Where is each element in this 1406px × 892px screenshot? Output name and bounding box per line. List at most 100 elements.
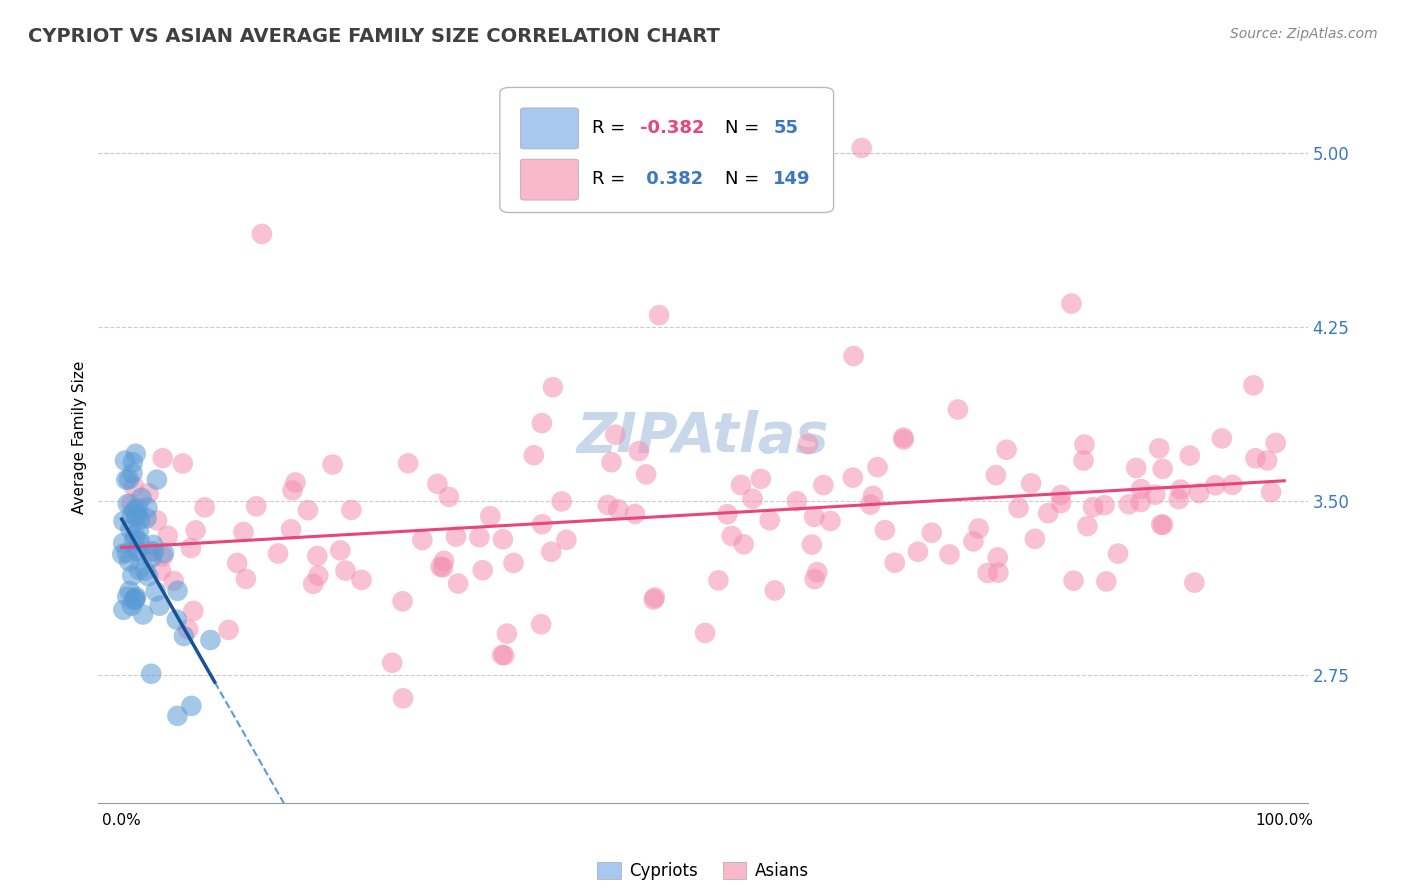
Point: [132, 607, 155, 622]
Point: [741, 491, 763, 506]
Point: [1073, 437, 1095, 451]
Point: [1118, 497, 1140, 511]
Point: [115, 473, 138, 487]
Point: [803, 509, 825, 524]
Point: [541, 380, 564, 394]
Text: ZIPAtlas: ZIPAtlas: [576, 410, 830, 464]
Point: [392, 691, 415, 706]
Text: R =: R =: [592, 119, 631, 136]
Point: [136, 500, 159, 515]
Point: [131, 491, 153, 505]
Point: [492, 533, 515, 547]
Point: [124, 529, 146, 543]
Point: [1050, 488, 1073, 502]
Point: [429, 559, 451, 574]
Point: [120, 522, 142, 536]
Point: [148, 599, 170, 613]
Point: [218, 623, 240, 637]
Point: [183, 604, 205, 618]
Point: [800, 537, 823, 551]
Point: [1050, 496, 1073, 510]
Point: [396, 456, 419, 470]
Point: [531, 517, 554, 532]
Point: [444, 530, 467, 544]
Point: [813, 478, 835, 492]
Point: [141, 550, 163, 565]
Point: [350, 573, 373, 587]
Point: [180, 698, 202, 713]
Point: [284, 475, 307, 490]
Text: 55: 55: [773, 119, 799, 136]
Point: [720, 529, 742, 543]
Point: [121, 466, 143, 480]
Point: [146, 473, 169, 487]
Point: [166, 709, 188, 723]
Text: -0.382: -0.382: [640, 119, 704, 136]
Point: [1167, 492, 1189, 507]
Text: R =: R =: [592, 169, 631, 188]
Point: [122, 593, 145, 607]
Point: [859, 498, 882, 512]
Point: [112, 603, 135, 617]
Point: [995, 442, 1018, 457]
Point: [862, 489, 884, 503]
Point: [307, 568, 329, 582]
Point: [984, 468, 1007, 483]
Point: [873, 523, 896, 537]
Point: [496, 626, 519, 640]
Point: [530, 416, 553, 430]
Point: [433, 554, 456, 568]
Point: [194, 500, 217, 515]
Point: [177, 623, 200, 637]
Point: [1178, 449, 1201, 463]
Point: [605, 427, 627, 442]
Point: [1243, 378, 1265, 392]
Point: [607, 502, 630, 516]
Point: [122, 479, 145, 493]
Point: [1244, 451, 1267, 466]
Point: [1019, 476, 1042, 491]
Point: [962, 534, 984, 549]
Point: [1147, 442, 1170, 456]
Point: [987, 566, 1010, 580]
Point: [127, 509, 149, 524]
Point: [125, 447, 148, 461]
Point: [136, 569, 159, 583]
Point: [172, 457, 194, 471]
Point: [124, 591, 146, 606]
Point: [1125, 461, 1147, 475]
Point: [648, 308, 671, 322]
Point: [335, 564, 357, 578]
Point: [138, 486, 160, 500]
Point: [125, 544, 148, 558]
Point: [1076, 519, 1098, 533]
Point: [128, 534, 150, 549]
Point: [797, 437, 820, 451]
Point: [166, 613, 188, 627]
Point: [523, 448, 546, 462]
Point: [184, 524, 207, 538]
Point: [280, 522, 302, 536]
Point: [153, 546, 176, 560]
Point: [173, 629, 195, 643]
Point: [624, 507, 647, 521]
Point: [135, 511, 157, 525]
Point: [733, 537, 755, 551]
Point: [842, 470, 865, 484]
Point: [987, 550, 1010, 565]
Point: [716, 508, 738, 522]
Point: [142, 544, 165, 558]
Text: CYPRIOT VS ASIAN AVERAGE FAMILY SIZE CORRELATION CHART: CYPRIOT VS ASIAN AVERAGE FAMILY SIZE COR…: [28, 27, 720, 45]
Point: [806, 565, 828, 579]
Point: [127, 501, 149, 516]
Point: [156, 529, 179, 543]
Point: [245, 500, 267, 514]
Text: 149: 149: [773, 169, 811, 188]
Point: [502, 556, 524, 570]
Point: [893, 433, 915, 447]
Point: [117, 590, 139, 604]
Text: N =: N =: [724, 119, 765, 136]
Point: [1144, 488, 1167, 502]
Point: [115, 546, 138, 560]
Point: [129, 512, 152, 526]
